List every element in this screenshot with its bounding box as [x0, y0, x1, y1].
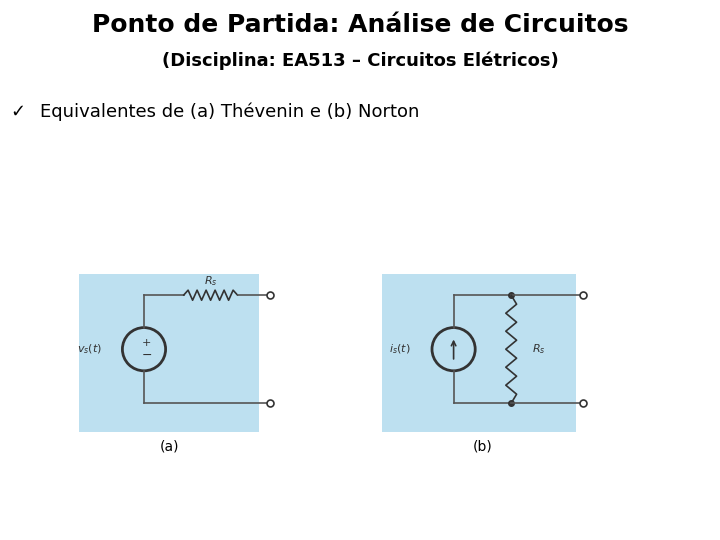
Text: Ponto de Partida: Análise de Circuitos: Ponto de Partida: Análise de Circuitos: [91, 13, 629, 37]
FancyBboxPatch shape: [382, 274, 576, 432]
Text: (Disciplina: EA513 – Circuitos Elétricos): (Disciplina: EA513 – Circuitos Elétricos…: [161, 52, 559, 70]
Text: (a): (a): [159, 440, 179, 454]
Text: (b): (b): [472, 440, 492, 454]
FancyBboxPatch shape: [79, 274, 259, 432]
Text: −: −: [142, 348, 152, 361]
Text: $R_s$: $R_s$: [204, 274, 217, 288]
Text: $i_s(t)$: $i_s(t)$: [389, 342, 410, 356]
Text: +: +: [142, 339, 152, 348]
Text: Equivalentes de (a) Thévenin e (b) Norton: Equivalentes de (a) Thévenin e (b) Norto…: [40, 103, 419, 121]
Text: $R_s$: $R_s$: [532, 342, 545, 356]
Text: ✓: ✓: [10, 103, 26, 120]
Text: $v_s(t)$: $v_s(t)$: [78, 342, 102, 356]
